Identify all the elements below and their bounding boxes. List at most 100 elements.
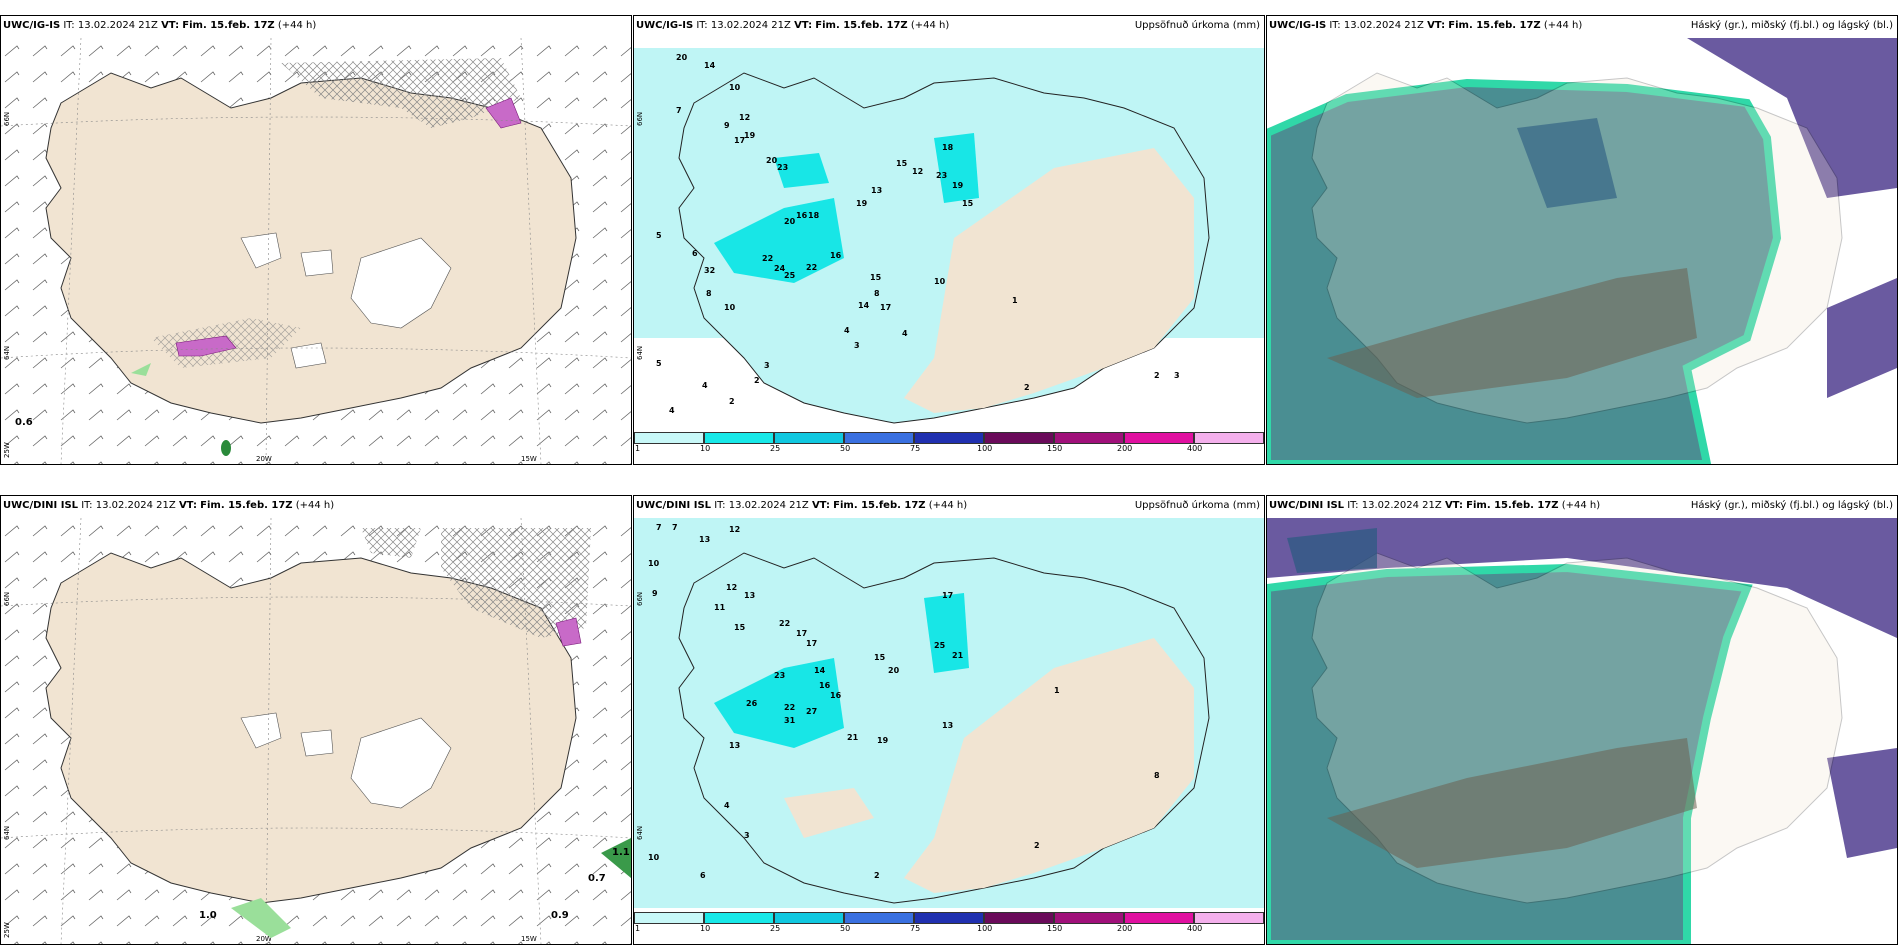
precip-value: 7: [676, 106, 682, 115]
precip-value: 12: [739, 113, 750, 122]
it-label: IT:: [63, 20, 75, 31]
precip-value: 10: [648, 853, 660, 862]
precip-value: 22: [784, 703, 795, 712]
colorbar-swatch-1: [634, 912, 704, 924]
colorbar-swatch-7: [1054, 912, 1124, 924]
model-name: UWC/DINI ISL: [636, 500, 712, 511]
map-cloud: [1267, 518, 1897, 944]
precip-value: 20: [676, 53, 688, 62]
precip-value: 1: [1054, 686, 1060, 695]
lead-time: (+44 h): [1561, 500, 1601, 511]
init-time: 13.02.2024 21Z: [95, 500, 176, 511]
panel-title: Háský (gr.), miðský (fj.bl.) og lágský (…: [1690, 500, 1893, 511]
colorbar-swatch-4: [844, 912, 914, 924]
precip-value: 2: [729, 397, 735, 406]
init-time: 13.02.2024 21Z: [728, 500, 809, 511]
precip-value: 17: [880, 303, 891, 312]
precip-value: 3: [764, 361, 770, 370]
precip-value: 1: [1012, 296, 1018, 305]
hatched-area-north: [361, 528, 421, 558]
precip-value: 21: [952, 651, 964, 660]
lead-time: (+44 h): [1543, 20, 1583, 31]
colorbar-tick: 75: [910, 444, 921, 453]
vt-label: VT:: [178, 500, 197, 511]
precip-value: 32: [704, 266, 715, 275]
precip-value: 13: [699, 535, 710, 544]
map-wind: 66N 64N 25W 20W 15W 1.0 0.9 0.7 1.1: [1, 518, 631, 944]
cloud-low-nw: [1287, 528, 1377, 573]
colorbar-tick: 1: [635, 444, 641, 453]
colorbar-swatch-9: [1194, 432, 1264, 444]
lon-label-20: 20W: [256, 935, 272, 943]
precip-value: 31: [784, 716, 796, 725]
precip-magenta-south: [175, 335, 237, 357]
precip-value: 20: [766, 156, 778, 165]
precip-value: 13: [729, 741, 740, 750]
colorbar-swatch-8: [1124, 912, 1194, 924]
panel-header: UWC/IG-IS IT: 13.02.2024 21Z VT: Fim. 15…: [3, 20, 316, 31]
colorbar-tick: 200: [1117, 444, 1133, 453]
colorbar-swatch-3: [774, 432, 844, 444]
panel-header: UWC/DINI ISL IT: 13.02.2024 21Z VT: Fim.…: [636, 500, 967, 511]
precip-value: 22: [806, 263, 817, 272]
init-time: 13.02.2024 21Z: [77, 20, 158, 31]
panel-igis-wind: UWC/IG-IS IT: 13.02.2024 21Z VT: Fim. 15…: [0, 15, 632, 465]
map-precip: 20 14 7 10 9 12 19 17 20 23 18 15 12 13 …: [634, 48, 1264, 424]
glacier-langjokull: [240, 712, 282, 749]
lon-label-25: 25W: [3, 922, 11, 938]
panel-header: UWC/DINI ISL IT: 13.02.2024 21Z VT: Fim.…: [3, 500, 334, 511]
panel-header: UWC/IG-IS IT: 13.02.2024 21Z VT: Fim. 15…: [1269, 20, 1582, 31]
precip-value: 16: [819, 681, 831, 690]
colorbar-swatch-2: [704, 432, 774, 444]
precip-value: 23: [774, 671, 785, 680]
precip-value: 26: [746, 699, 758, 708]
colorbar-tick: 10: [700, 924, 711, 933]
glacier-vatnajokull: [350, 237, 452, 329]
precip-value: 16: [830, 691, 842, 700]
glacier-vatnajokull: [350, 717, 452, 809]
precip-value: 25: [784, 271, 796, 280]
precip-value: 8: [1154, 771, 1160, 780]
lead-time: (+44 h): [910, 20, 950, 31]
precip-value: 22: [779, 619, 790, 628]
precip-value: 14: [814, 666, 826, 675]
value-label: 0.6: [15, 417, 33, 428]
panel-title: Uppsöfnuð úrkoma (mm): [1134, 20, 1260, 31]
glacier-langjokull: [240, 232, 282, 269]
precip-value: 4: [702, 381, 708, 390]
value-label: 1.1: [612, 847, 630, 858]
value-label: 0.9: [551, 910, 569, 921]
precip-value: 6: [700, 871, 706, 880]
lead-time: (+44 h): [928, 500, 968, 511]
precip-core-north: [934, 133, 979, 203]
colorbar-swatch-6: [984, 432, 1054, 444]
precip-value: 4: [844, 326, 850, 335]
it-label: IT:: [696, 20, 708, 31]
precip-value: 12: [729, 525, 740, 534]
precip-value: 12: [726, 583, 737, 592]
precip-value: 16: [796, 211, 808, 220]
lat-label-64: 64N: [3, 346, 11, 360]
precip-value: 19: [856, 199, 868, 208]
lat-label-64: 64N: [3, 826, 11, 840]
precip-value: 6: [692, 249, 698, 258]
precip-value: 3: [854, 341, 860, 350]
precip-core-west: [714, 198, 844, 283]
colorbar-swatch-8: [1124, 432, 1194, 444]
iceland-land: [45, 552, 577, 904]
precip-value: 4: [669, 406, 675, 415]
colorbar-tick: 200: [1117, 924, 1133, 933]
precip-value: 13: [871, 186, 882, 195]
lat-label-64: 64N: [636, 826, 644, 840]
dry-area-west: [784, 788, 874, 838]
precip-value: 20: [784, 217, 796, 226]
map-precip: 7 7 13 12 10 9 12 11 15 13 22 17 17 23 1…: [634, 518, 1264, 908]
precip-magenta-east: [555, 617, 582, 647]
colorbar-tick: 25: [770, 924, 781, 933]
init-time: 13.02.2024 21Z: [710, 20, 791, 31]
colorbar-swatch-5: [914, 912, 984, 924]
precip-value: 19: [744, 131, 756, 140]
vt-label: VT:: [794, 20, 813, 31]
lat-label-66: 66N: [636, 592, 644, 606]
precip-value: 5: [656, 231, 662, 240]
